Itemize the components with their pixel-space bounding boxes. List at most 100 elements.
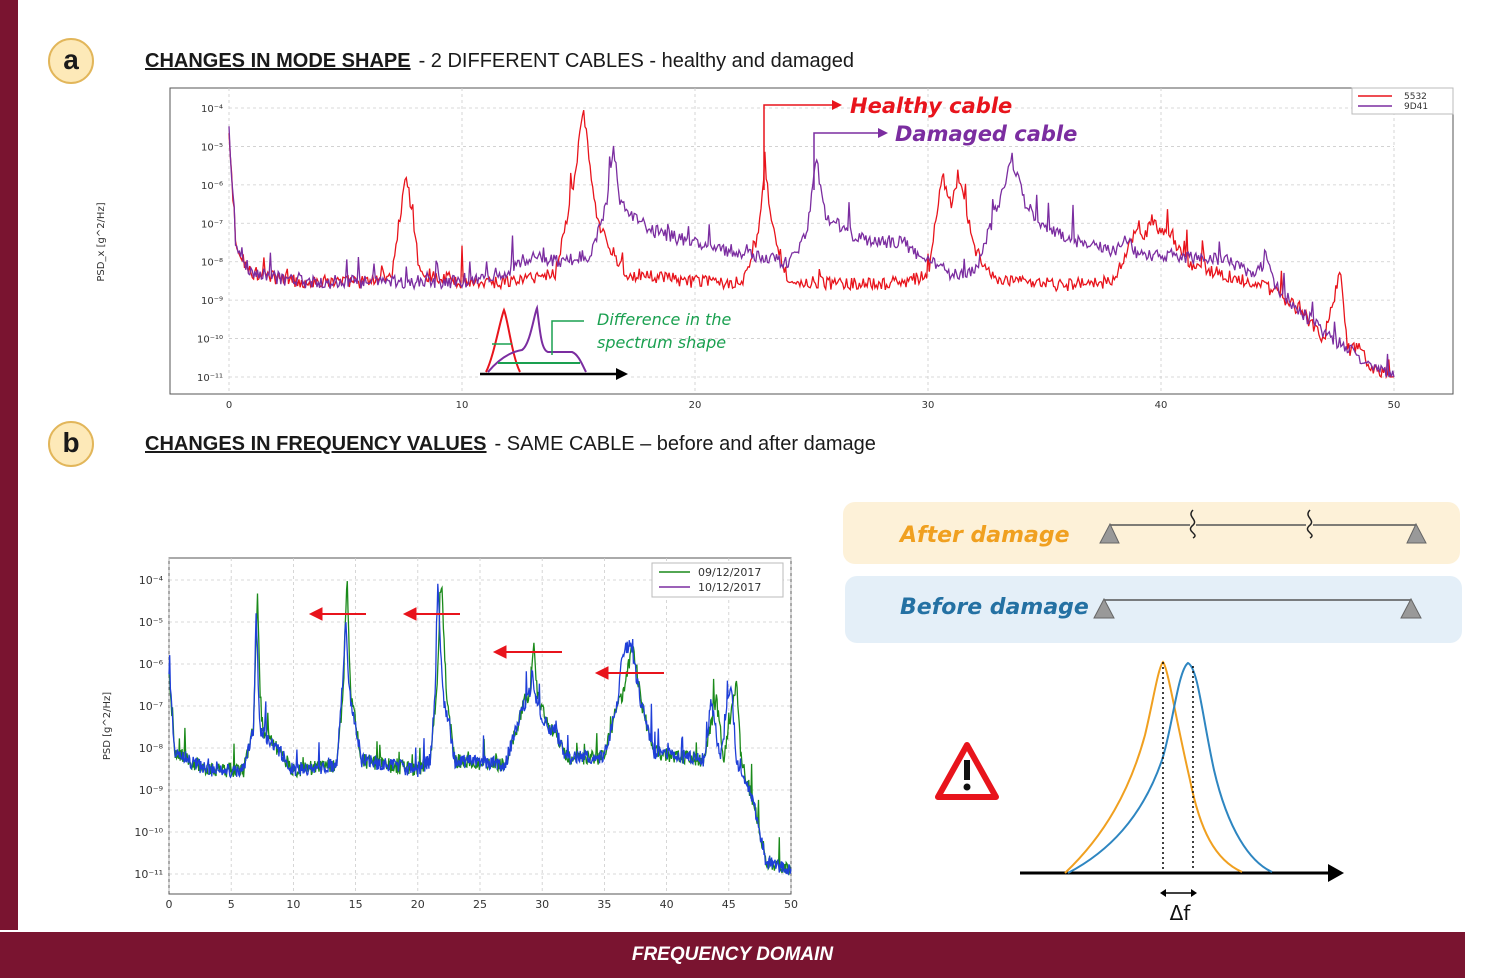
chart-a-legend: 5532 9D41	[1351, 87, 1454, 115]
chart-a-legend-label-1: 5532	[1404, 92, 1427, 102]
chart-b-xticks: 0 5 10 15 20 25 30 35 40 45 50	[166, 898, 799, 911]
chart-b-legend: 09/12/2017 10/12/2017	[651, 562, 784, 598]
y-tick-label: 10⁻⁹	[139, 784, 163, 797]
chart-b-legend-label-2: 10/12/2017	[698, 581, 761, 594]
frequency-domain-footer: FREQUENCY DOMAIN	[0, 932, 1465, 978]
y-tick-label: 10⁻⁵	[139, 616, 163, 629]
after-crack-2	[1306, 509, 1313, 539]
delta-f-label: Δf	[1170, 901, 1192, 925]
chart-b-ylabel: PSD [g^2/Hz]	[102, 692, 113, 760]
y-tick-label: 10⁻⁴	[139, 574, 164, 587]
shift-arrowhead-4	[594, 666, 609, 680]
chart-b-series	[168, 581, 792, 876]
series-line-1	[228, 110, 1394, 380]
x-tick-label: 5	[228, 898, 235, 911]
y-tick-label: 10⁻⁷	[201, 219, 223, 230]
healthy-annotation-connector	[763, 104, 832, 190]
damaged-cable-label: Damaged cable	[895, 122, 1077, 146]
before-peak-curve	[1067, 661, 1273, 874]
y-tick-label: 10⁻¹¹	[197, 373, 223, 384]
after-support-right	[1406, 522, 1427, 544]
x-tick-label: 0	[226, 400, 232, 411]
chart-b-frequency-values: 10⁻⁴ 10⁻⁵ 10⁻⁶ 10⁻⁷ 10⁻⁸ 10⁻⁹ 10⁻¹⁰ 10⁻¹¹ 0 5 10 1…	[102, 557, 799, 911]
healthy-cable-label: Healthy cable	[850, 94, 1012, 118]
difference-text-line2: spectrum shape	[597, 333, 726, 352]
y-tick-label: 10⁻⁴	[201, 104, 223, 115]
y-tick-label: 10⁻⁶	[201, 181, 223, 192]
after-damage-band	[843, 502, 1460, 564]
panel-a-heading: CHANGES IN MODE SHAPE - 2 DIFFERENT CABLE…	[145, 50, 854, 73]
chart-a-mode-shape: 10⁻⁴ 10⁻⁵ 10⁻⁶ 10⁻⁷ 10⁻⁸ 10⁻⁹ 10⁻¹⁰ 10⁻¹¹ 0 10 20…	[96, 87, 1454, 411]
frequency-shift-arrows	[308, 607, 664, 680]
inset-healthy-curve	[485, 307, 521, 373]
panel-a-heading-main: CHANGES IN MODE SHAPE	[145, 50, 411, 72]
x-tick-label: 35	[597, 898, 611, 911]
before-support-right	[1400, 597, 1422, 619]
panel-b-badge: b	[48, 421, 94, 467]
warning-mark-bar	[964, 760, 970, 780]
panel-a-heading-rest: - 2 DIFFERENT CABLES - healthy and damag…	[418, 50, 854, 72]
chart-a-series	[228, 110, 1395, 380]
x-tick-label: 45	[722, 898, 736, 911]
x-tick-label: 25	[473, 898, 487, 911]
shift-arrowhead-3	[492, 645, 507, 659]
x-tick-label: 20	[689, 400, 702, 411]
x-tick-label: 50	[1388, 400, 1401, 411]
series-line-2	[168, 583, 792, 876]
y-tick-label: 10⁻⁹	[201, 296, 223, 307]
after-peak-curve	[1064, 660, 1243, 874]
x-tick-label: 0	[166, 898, 173, 911]
y-tick-label: 10⁻¹⁰	[134, 826, 163, 839]
y-tick-label: 10⁻⁸	[201, 258, 223, 269]
series-line-2	[228, 126, 1395, 378]
x-tick-label: 50	[784, 898, 798, 911]
y-tick-label: 10⁻¹¹	[134, 868, 163, 881]
difference-text-line1: Difference in the	[597, 310, 732, 329]
y-tick-label: 10⁻¹⁰	[197, 335, 223, 346]
x-tick-label: 10	[456, 400, 469, 411]
chart-a-grid	[228, 88, 1395, 394]
panel-b-heading: CHANGES IN FREQUENCY VALUES - SAME CABLE …	[145, 433, 876, 456]
chart-a-xticks: 0 10 20 30 40 50	[226, 400, 1401, 411]
warning-mark-dot	[963, 783, 971, 791]
x-tick-label: 40	[660, 898, 674, 911]
healthy-arrowhead	[832, 100, 842, 110]
panel-b-heading-main: CHANGES IN FREQUENCY VALUES	[145, 433, 487, 455]
difference-connector	[551, 320, 584, 355]
y-tick-label: 10⁻⁷	[139, 700, 163, 713]
healthy-annotation: Healthy cable	[763, 94, 1012, 190]
chart-a-yticks: 10⁻⁴ 10⁻⁵ 10⁻⁶ 10⁻⁷ 10⁻⁸ 10⁻⁹ 10⁻¹⁰ 10⁻¹¹	[197, 104, 223, 384]
panel-b-heading-rest: - SAME CABLE – before and after damage	[494, 433, 876, 455]
delta-f-arrowhead-left	[1160, 889, 1166, 897]
shift-arrowhead-2	[402, 607, 417, 621]
chart-a-legend-box	[1351, 87, 1454, 115]
delta-f-arrowhead-right	[1191, 889, 1197, 897]
after-damage-label: After damage	[898, 523, 1070, 548]
x-tick-label: 30	[922, 400, 935, 411]
frequency-axis-arrowhead	[1328, 864, 1344, 882]
x-tick-label: 20	[411, 898, 425, 911]
left-accent-bar	[0, 0, 18, 930]
before-support-left	[1093, 597, 1115, 619]
after-crack-1	[1189, 509, 1196, 539]
chart-a-legend-label-2: 9D41	[1404, 102, 1428, 112]
after-support-left	[1099, 522, 1120, 544]
chart-a-frame	[169, 87, 1454, 395]
y-tick-label: 10⁻⁶	[139, 658, 164, 671]
before-damage-band	[845, 576, 1462, 643]
x-tick-label: 30	[535, 898, 549, 911]
panel-a-badge: a	[48, 38, 94, 84]
difference-inset: Difference in the spectrum shape	[478, 302, 732, 382]
inset-axis-arrowhead	[616, 368, 628, 380]
shift-arrowhead-1	[308, 607, 323, 621]
warning-icon	[935, 742, 999, 800]
x-tick-label: 15	[349, 898, 363, 911]
chart-b-legend-label-1: 09/12/2017	[698, 566, 761, 579]
before-damage-label: Before damage	[900, 595, 1089, 620]
damaged-annotation-connector	[813, 132, 878, 190]
chart-b-yticks: 10⁻⁴ 10⁻⁵ 10⁻⁶ 10⁻⁷ 10⁻⁸ 10⁻⁹ 10⁻¹⁰ 10⁻¹¹	[134, 574, 163, 881]
x-tick-label: 10	[286, 898, 300, 911]
damage-illustration: After damage Before damage Δf	[843, 502, 1462, 925]
y-tick-label: 10⁻⁵	[201, 142, 223, 153]
chart-a-ylabel: PSD_x [g^2/Hz]	[96, 202, 107, 281]
